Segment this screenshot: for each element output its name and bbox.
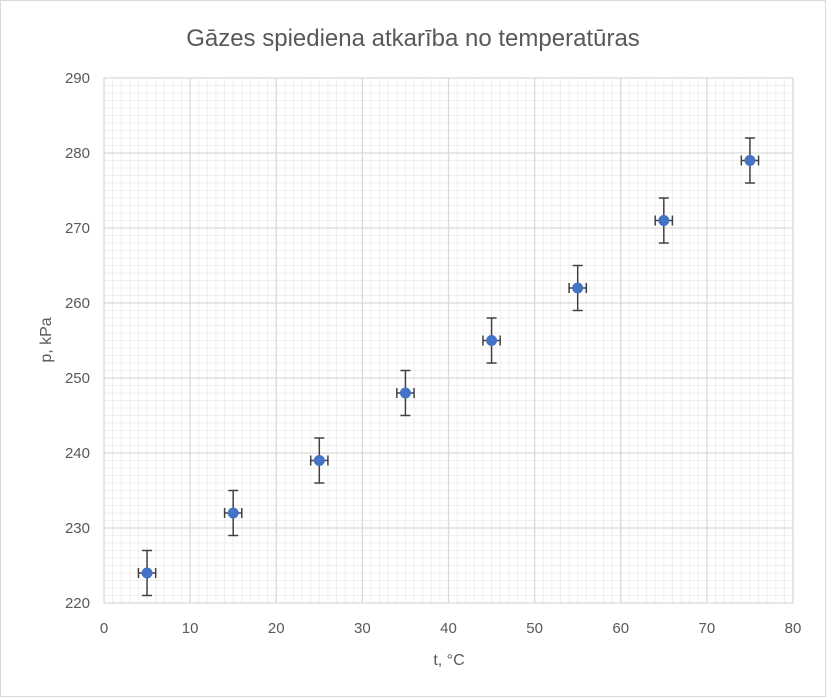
y-tick-label: 290 xyxy=(65,70,90,87)
axes: 0 10 20 30 40 50 60 70 80 220 230 240 250 260 270 280 29… xyxy=(65,70,801,637)
x-tick-label: 30 xyxy=(354,620,371,637)
chart-title: Gāzes spiediena atkarība no temperatūras xyxy=(186,25,640,52)
data-point-group xyxy=(309,437,329,484)
data-point-group xyxy=(568,264,588,312)
data-point xyxy=(658,215,670,226)
y-tick-label: 240 xyxy=(65,445,90,462)
data-point xyxy=(572,282,584,294)
x-tick-label: 40 xyxy=(440,620,457,637)
x-tick-label: 50 xyxy=(526,620,543,637)
y-axis-label: p, kPa xyxy=(38,317,55,362)
data-point xyxy=(227,507,239,519)
data-point xyxy=(399,387,411,399)
data-point-group xyxy=(396,369,415,417)
x-tick-label: 60 xyxy=(612,620,629,637)
x-tick-label: 0 xyxy=(100,620,108,637)
data-point xyxy=(486,335,498,346)
data-point xyxy=(141,567,153,579)
x-axis-label: t, °C xyxy=(433,652,464,669)
data-point-group xyxy=(482,317,501,364)
grid xyxy=(103,77,794,604)
data-point-group xyxy=(740,137,760,184)
y-tick-label: 250 xyxy=(65,370,90,387)
data-point-group xyxy=(654,197,674,244)
y-tick-label: 220 xyxy=(65,595,90,612)
y-tick-label: 260 xyxy=(65,295,90,312)
x-tick-label: 70 xyxy=(699,620,716,637)
data-point-group xyxy=(223,489,243,537)
data-point xyxy=(744,155,756,166)
x-tick-label: 20 xyxy=(268,620,285,637)
x-tick-label: 80 xyxy=(785,620,802,637)
data-point-group xyxy=(137,549,157,597)
y-tick-label: 230 xyxy=(65,520,90,537)
data-point xyxy=(313,455,325,466)
data-points xyxy=(137,137,760,597)
y-tick-label: 270 xyxy=(65,220,90,237)
x-tick-label: 10 xyxy=(182,620,199,637)
y-tick-label: 280 xyxy=(65,145,90,162)
